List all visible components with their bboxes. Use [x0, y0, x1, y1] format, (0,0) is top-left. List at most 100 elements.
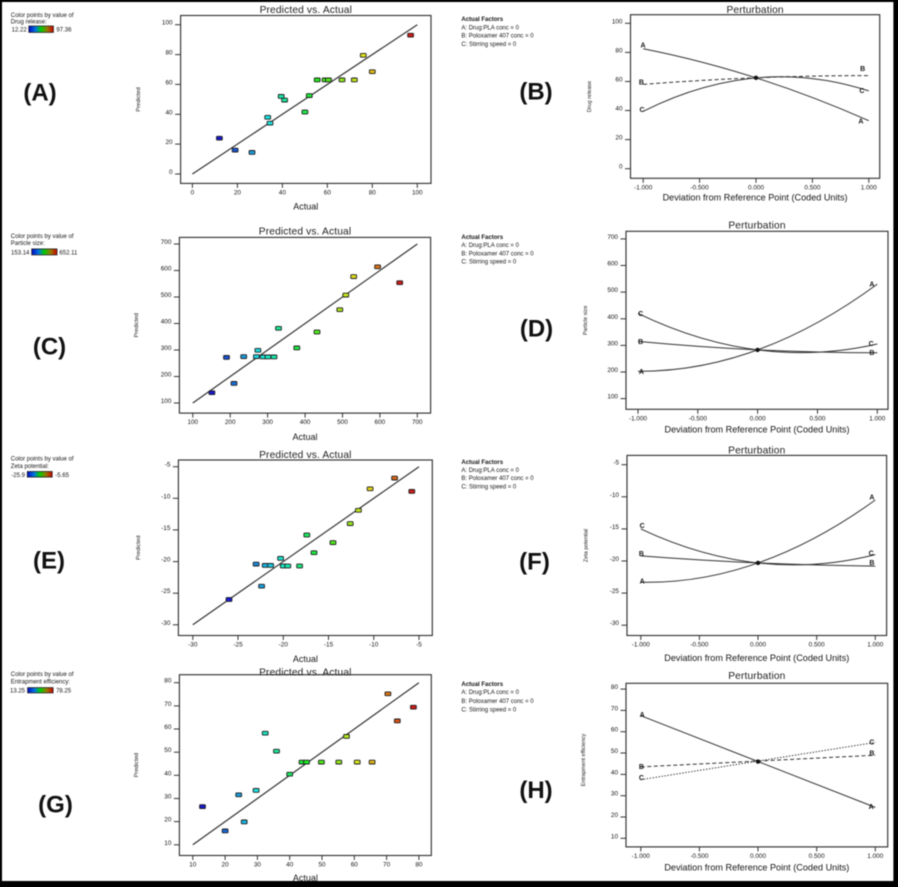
svg-text:20: 20 — [615, 135, 623, 142]
svg-text:50: 50 — [318, 862, 326, 869]
svg-text:(D): (D) — [520, 316, 553, 343]
svg-text:97.36: 97.36 — [56, 28, 72, 34]
svg-text:40: 40 — [611, 769, 619, 776]
svg-text:70: 70 — [383, 862, 391, 869]
svg-text:78.25: 78.25 — [56, 688, 72, 694]
svg-text:(E): (E) — [33, 548, 65, 575]
svg-text:1.000: 1.000 — [869, 415, 885, 422]
svg-text:80: 80 — [165, 50, 173, 57]
svg-text:Predicted: Predicted — [134, 753, 140, 778]
svg-text:60: 60 — [165, 79, 173, 86]
svg-text:0: 0 — [619, 164, 623, 171]
svg-text:-0.500: -0.500 — [690, 853, 709, 860]
svg-text:Actual Factors: Actual Factors — [461, 460, 503, 466]
svg-text:Deviation from Reference Point: Deviation from Reference Point (Coded Un… — [664, 862, 849, 872]
svg-text:-1.000: -1.000 — [634, 184, 653, 191]
svg-text:0.500: 0.500 — [809, 415, 825, 422]
svg-text:100: 100 — [162, 20, 173, 27]
svg-text:Drug release:: Drug release: — [11, 19, 47, 25]
svg-text:-30: -30 — [161, 620, 171, 627]
svg-text:-1.000: -1.000 — [632, 853, 651, 860]
svg-text:700: 700 — [161, 239, 172, 246]
svg-text:20: 20 — [611, 812, 619, 819]
svg-text:40: 40 — [164, 770, 172, 777]
svg-text:C: Stirring speed = 0: C: Stirring speed = 0 — [461, 259, 517, 265]
svg-text:Predicted: Predicted — [134, 313, 140, 338]
svg-text:A: A — [858, 119, 863, 126]
svg-text:500: 500 — [607, 287, 618, 294]
svg-text:0.000: 0.000 — [748, 184, 764, 191]
svg-text:A: A — [869, 282, 874, 289]
svg-text:-15: -15 — [161, 525, 171, 532]
svg-text:(C): (C) — [33, 334, 66, 361]
svg-text:-25: -25 — [161, 588, 171, 595]
svg-text:A: Drug:PLA conc = 0: A: Drug:PLA conc = 0 — [461, 26, 519, 32]
svg-text:A: Drug:PLA conc = 0: A: Drug:PLA conc = 0 — [461, 690, 519, 696]
svg-text:1.000: 1.000 — [867, 853, 883, 860]
svg-text:B: B — [639, 764, 644, 771]
svg-text:-15: -15 — [610, 524, 620, 531]
svg-text:C: C — [869, 740, 874, 747]
svg-text:-25: -25 — [233, 642, 243, 649]
svg-text:Zeta potential: Zeta potential — [584, 529, 590, 562]
svg-text:-30: -30 — [188, 642, 198, 649]
svg-text:-15: -15 — [324, 642, 334, 649]
svg-text:-20: -20 — [161, 557, 171, 564]
svg-text:30: 30 — [611, 791, 619, 798]
svg-text:70: 70 — [164, 701, 172, 708]
svg-text:200: 200 — [607, 367, 618, 374]
svg-text:0: 0 — [169, 169, 173, 176]
svg-text:0.500: 0.500 — [809, 853, 825, 860]
svg-text:10: 10 — [164, 840, 172, 847]
svg-text:100: 100 — [187, 419, 198, 426]
svg-text:100: 100 — [607, 394, 618, 401]
svg-text:-0.500: -0.500 — [689, 415, 708, 422]
svg-text:-5.65: -5.65 — [55, 473, 69, 479]
svg-text:40: 40 — [615, 106, 623, 113]
svg-text:Perturbation: Perturbation — [728, 671, 785, 682]
svg-text:B: B — [639, 551, 644, 558]
svg-text:C: C — [869, 341, 874, 348]
svg-text:B: B — [869, 350, 874, 357]
svg-text:C: Stirring speed = 0: C: Stirring speed = 0 — [461, 42, 517, 48]
svg-text:200: 200 — [225, 419, 236, 426]
svg-text:40: 40 — [286, 862, 294, 869]
svg-text:0.500: 0.500 — [809, 642, 825, 649]
svg-text:C: C — [869, 551, 874, 558]
svg-text:-5: -5 — [613, 460, 619, 467]
svg-text:Predicted vs. Actual: Predicted vs. Actual — [260, 5, 352, 16]
svg-text:50: 50 — [611, 748, 619, 755]
svg-text:B: B — [639, 80, 644, 87]
svg-text:652.11: 652.11 — [59, 250, 78, 256]
svg-text:0: 0 — [191, 189, 195, 196]
svg-text:-30: -30 — [610, 620, 620, 627]
svg-text:0.000: 0.000 — [750, 642, 766, 649]
svg-text:40: 40 — [279, 189, 287, 196]
svg-text:-5: -5 — [165, 462, 171, 469]
svg-text:(A): (A) — [23, 80, 56, 107]
svg-text:400: 400 — [161, 319, 172, 326]
svg-text:B: B — [860, 66, 865, 73]
svg-text:-20: -20 — [279, 642, 289, 649]
svg-text:10: 10 — [189, 862, 197, 869]
svg-text:A: Drug:PLA conc = 0: A: Drug:PLA conc = 0 — [461, 243, 519, 249]
svg-text:C: Stirring speed = 0: C: Stirring speed = 0 — [461, 484, 517, 490]
svg-text:Perturbation: Perturbation — [728, 221, 785, 232]
svg-text:100: 100 — [161, 398, 172, 405]
svg-text:80: 80 — [415, 862, 423, 869]
svg-text:Perturbation: Perturbation — [728, 446, 785, 457]
svg-text:1.000: 1.000 — [861, 184, 877, 191]
svg-text:Predicted: Predicted — [136, 87, 142, 112]
svg-text:600: 600 — [375, 419, 386, 426]
svg-text:Predicted vs. Actual: Predicted vs. Actual — [259, 450, 351, 461]
svg-text:Entrapment efficiency:: Entrapment efficiency: — [11, 680, 71, 686]
svg-text:80: 80 — [611, 684, 619, 691]
svg-text:30: 30 — [164, 793, 172, 800]
svg-text:-20: -20 — [610, 556, 620, 563]
svg-text:20: 20 — [164, 817, 172, 824]
svg-text:C: C — [639, 775, 644, 782]
svg-text:100: 100 — [412, 189, 423, 196]
svg-text:B: Poloxamer 407 conc = 0: B: Poloxamer 407 conc = 0 — [461, 251, 534, 257]
svg-text:700: 700 — [607, 234, 618, 241]
svg-text:Predicted: Predicted — [136, 536, 142, 561]
